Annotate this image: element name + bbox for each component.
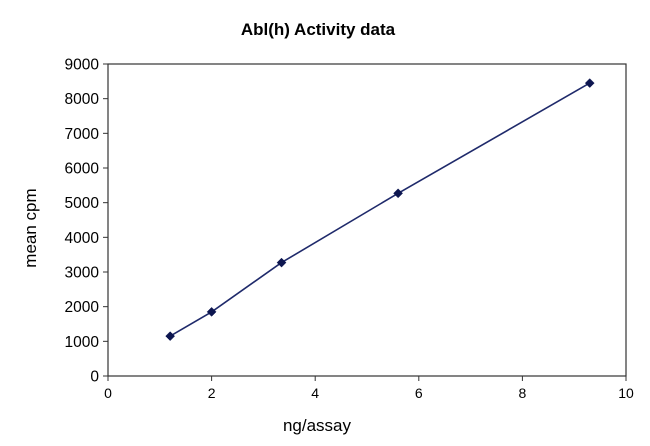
x-tick-label: 4 [311,385,319,401]
y-axis-label: mean cpm [21,188,40,267]
y-tick-label: 7000 [65,126,100,143]
y-tick-label: 8000 [65,91,100,108]
y-tick-label: 5000 [65,195,100,212]
y-tick-label: 3000 [65,265,100,282]
plot-frame [107,63,627,377]
y-tick-label: 9000 [65,57,100,74]
data-point [393,188,403,199]
y-tick-label: 1000 [65,334,100,351]
x-tick-label: 0 [104,385,112,401]
series-line [169,82,591,337]
series-layer [165,78,595,341]
y-tick-label: 0 [90,369,99,386]
chart-title: Abl(h) Activity data [241,20,396,39]
x-tick-label: 8 [519,385,527,401]
data-point [206,307,217,317]
data-point [276,257,287,268]
x-axis-label: ng/assay [283,416,352,435]
y-axis: 0 1000 2000 3000 4000 5000 6000 7000 8000 9000 [65,57,108,386]
x-tick-label: 10 [618,385,634,401]
x-tick-label: 6 [415,385,423,401]
y-tick-label: 6000 [65,161,100,178]
y-tick-label: 4000 [65,230,100,247]
data-point [165,331,176,341]
data-point [584,78,595,88]
x-axis: 0 2 4 6 8 10 [104,376,634,401]
y-tick-label: 2000 [65,299,100,316]
plot-area [107,63,627,377]
x-tick-label: 2 [208,385,216,401]
